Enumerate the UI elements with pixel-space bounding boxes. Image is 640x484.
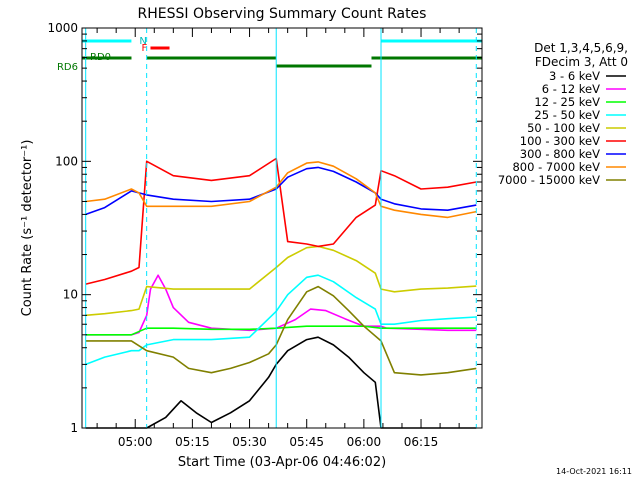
x-tick-label: 06:15 <box>404 435 439 449</box>
y-tick-label: 1000 <box>47 21 78 35</box>
legend-label: 100 - 300 keV <box>520 134 600 148</box>
legend-label: 12 - 25 keV <box>534 95 600 109</box>
series-line-800-7000-kev <box>85 161 477 219</box>
legend-header-line-1: Det 1,3,4,5,6,9, <box>534 41 628 55</box>
legend-header-line-2: FDecim 3, Att 0 <box>535 55 628 69</box>
flag-layer: NF RD0 RD6 <box>57 36 482 73</box>
x-tick-label: 05:15 <box>175 435 210 449</box>
legend-label: 7000 - 15000 keV <box>498 173 600 187</box>
gap-layer <box>85 28 477 428</box>
flare-flag-label: F <box>141 43 147 54</box>
y-axis-label: Count Rate (s⁻¹ detector⁻¹) <box>20 140 35 317</box>
plot-frame <box>81 27 483 429</box>
series-line-7000-15000-kev <box>85 285 477 376</box>
series-line-300-800-kev <box>85 166 477 216</box>
legend-label: 800 - 7000 keV <box>512 160 600 174</box>
axis-layer: 1 10 100 1000 05:00 05:15 05:30 05:45 06:00 06:15 <box>47 21 482 449</box>
footer-date: 14-Oct-2021 16:11 <box>556 467 632 476</box>
x-tick-label: 05:00 <box>118 435 153 449</box>
legend-label: 50 - 100 keV <box>527 121 600 135</box>
y-tick-label: 1 <box>70 421 78 435</box>
x-tick-label: 06:00 <box>347 435 382 449</box>
x-tick-label: 05:45 <box>289 435 324 449</box>
series-line-25-50-kev <box>85 274 477 366</box>
legend: Det 1,3,4,5,6,9, FDecim 3, Att 0 3 - 6 k… <box>498 41 628 187</box>
rd6-flag-label: RD6 <box>57 62 78 73</box>
legend-label: 25 - 50 keV <box>534 108 600 122</box>
chart-title: RHESSI Observing Summary Count Rates <box>138 6 427 22</box>
night-flag-label: N <box>139 36 146 47</box>
rd0-flag-label: RD0 <box>90 52 111 63</box>
series-line-100-300-kev <box>85 157 477 285</box>
legend-label: 3 - 6 keV <box>549 69 600 83</box>
legend-label: 300 - 800 keV <box>520 147 600 161</box>
series-line-12-25-kev <box>85 325 477 336</box>
x-tick-label: 05:30 <box>232 435 267 449</box>
legend-label: 6 - 12 keV <box>542 82 600 96</box>
x-axis-label: Start Time (03-Apr-06 04:46:02) <box>178 455 386 470</box>
series-line-50-100-kev <box>85 245 477 317</box>
y-tick-label: 100 <box>55 154 78 168</box>
y-tick-label: 10 <box>63 288 78 302</box>
